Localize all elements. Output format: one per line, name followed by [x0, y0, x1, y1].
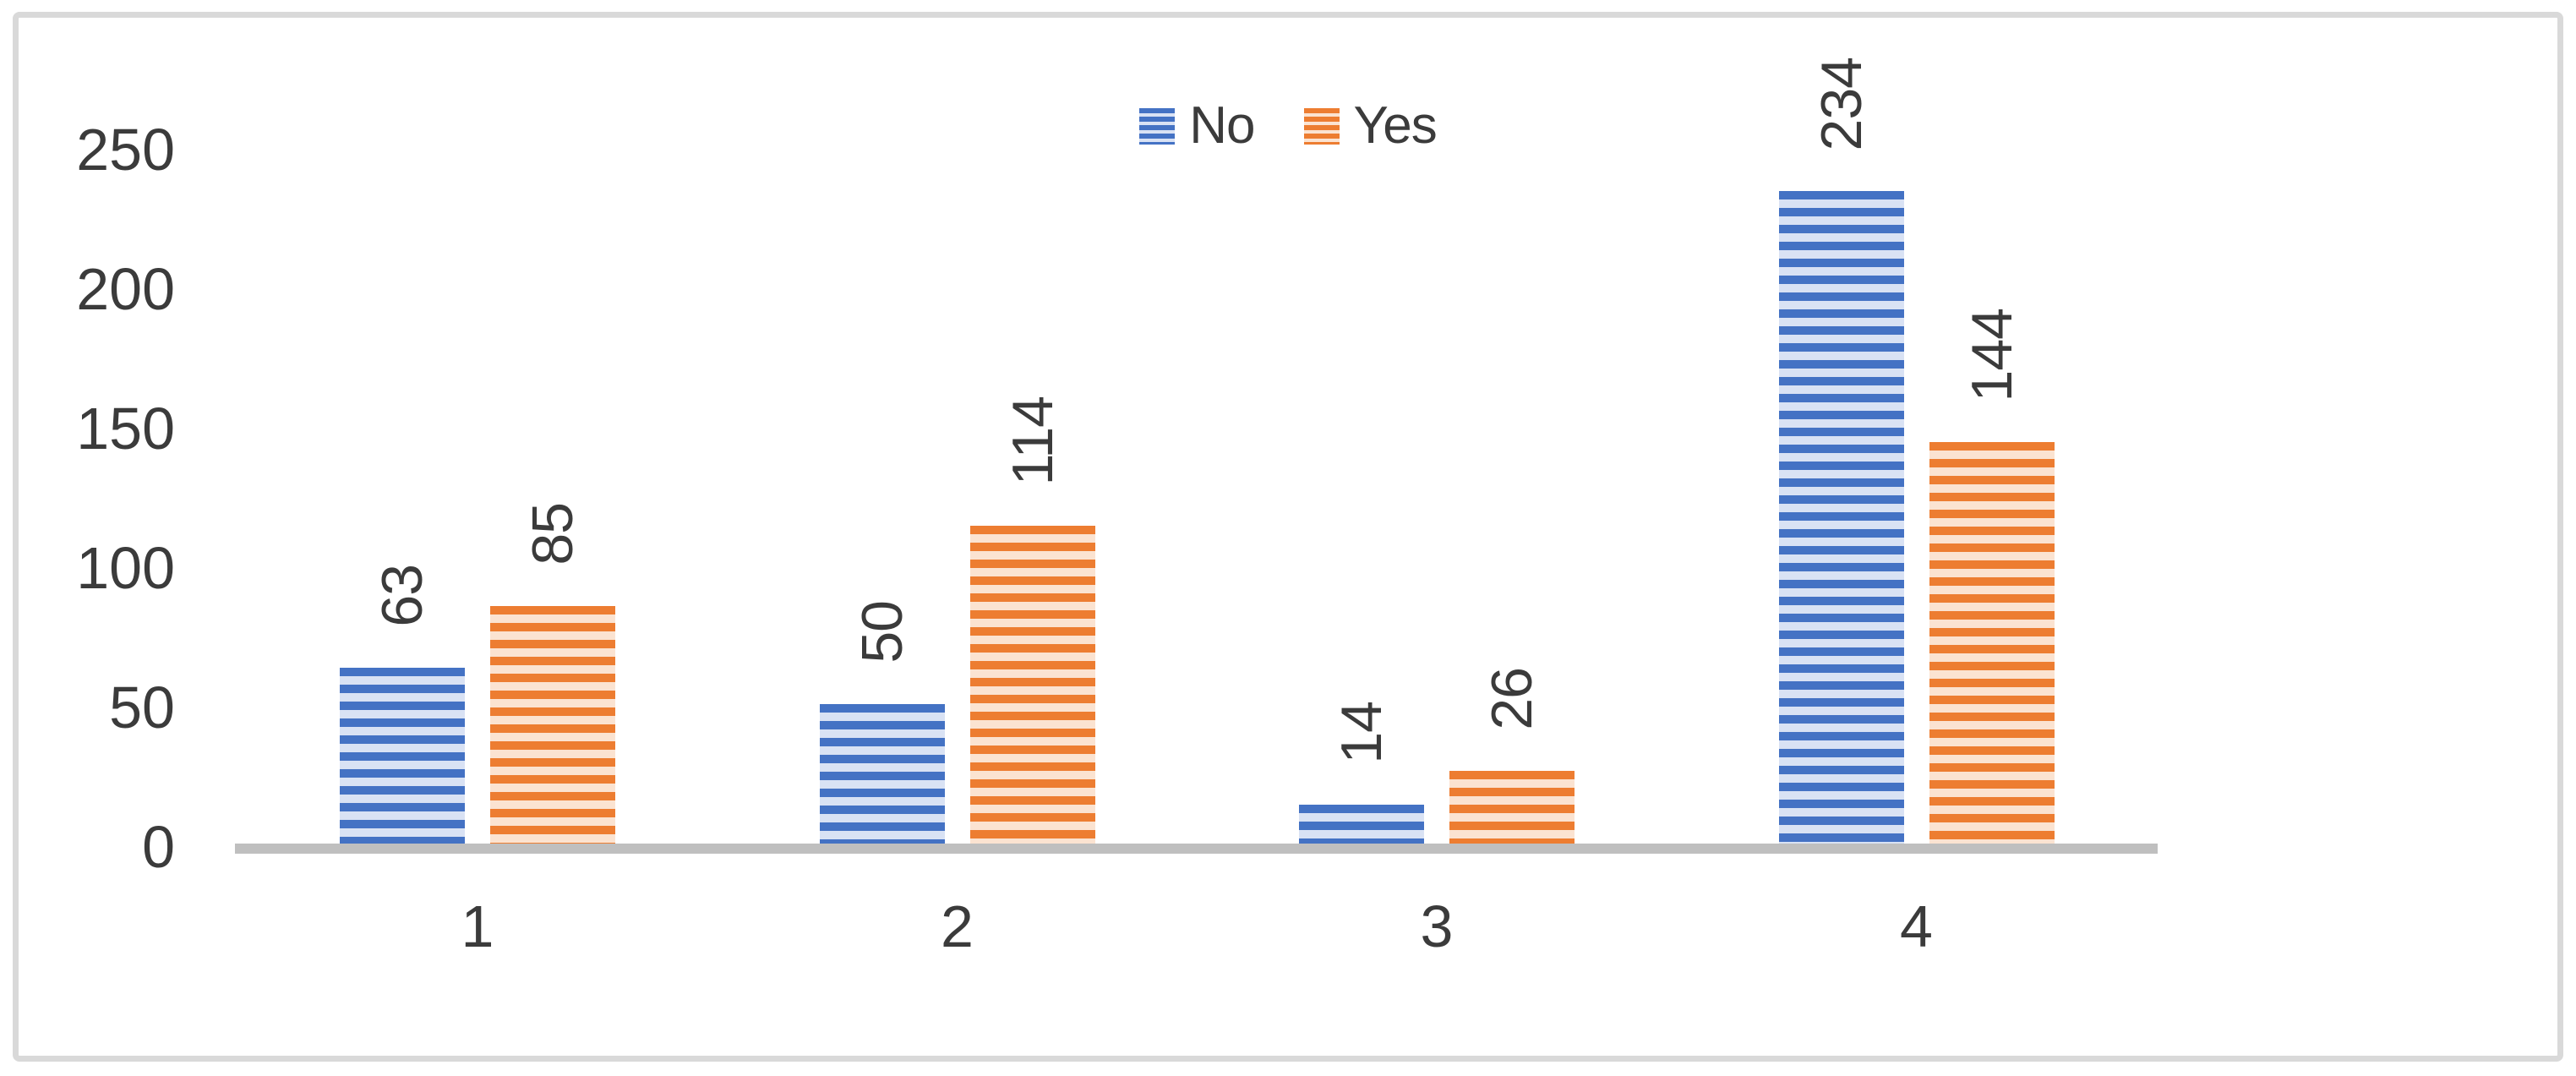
x-axis-line	[235, 844, 2158, 854]
y-axis-tick-label: 200	[76, 256, 175, 322]
category-label: 4	[1900, 893, 1933, 959]
data-label: 63	[370, 565, 434, 627]
bar-yes-category-2	[969, 526, 1095, 844]
y-axis-tick-label: 150	[76, 396, 175, 462]
legend-label: No	[1189, 96, 1255, 155]
legend: No Yes	[0, 100, 2576, 152]
bar-yes-category-3	[1449, 771, 1575, 844]
bar-no-category-1	[340, 668, 465, 844]
y-axis-tick-label: 250	[76, 117, 175, 183]
bar-no-category-3	[1299, 805, 1424, 844]
y-axis-tick-label: 0	[142, 814, 175, 880]
data-label: 114	[1000, 396, 1065, 485]
chart-frame	[13, 12, 2563, 1062]
category-label: 3	[1420, 893, 1454, 959]
bar-no-category-4	[1778, 191, 1904, 844]
y-axis-tick-label: 100	[76, 535, 175, 601]
data-label: 85	[521, 503, 585, 565]
bar-yes-category-4	[1929, 442, 2055, 844]
y-axis-tick-label: 50	[109, 675, 175, 740]
data-label: 14	[1329, 702, 1394, 764]
data-label: 50	[849, 601, 914, 664]
data-label: 144	[1959, 308, 2024, 401]
bar-yes-category-1	[490, 606, 615, 844]
data-label: 234	[1809, 57, 1874, 150]
legend-item-yes: Yes	[1303, 96, 1438, 155]
category-label: 1	[461, 893, 494, 959]
legend-item-no: No	[1139, 96, 1256, 155]
data-label: 26	[1480, 668, 1544, 730]
legend-swatch-yes	[1303, 107, 1340, 145]
category-label: 2	[941, 893, 974, 959]
legend-swatch-no	[1139, 107, 1176, 145]
bar-no-category-2	[819, 704, 945, 844]
legend-label: Yes	[1353, 96, 1438, 155]
